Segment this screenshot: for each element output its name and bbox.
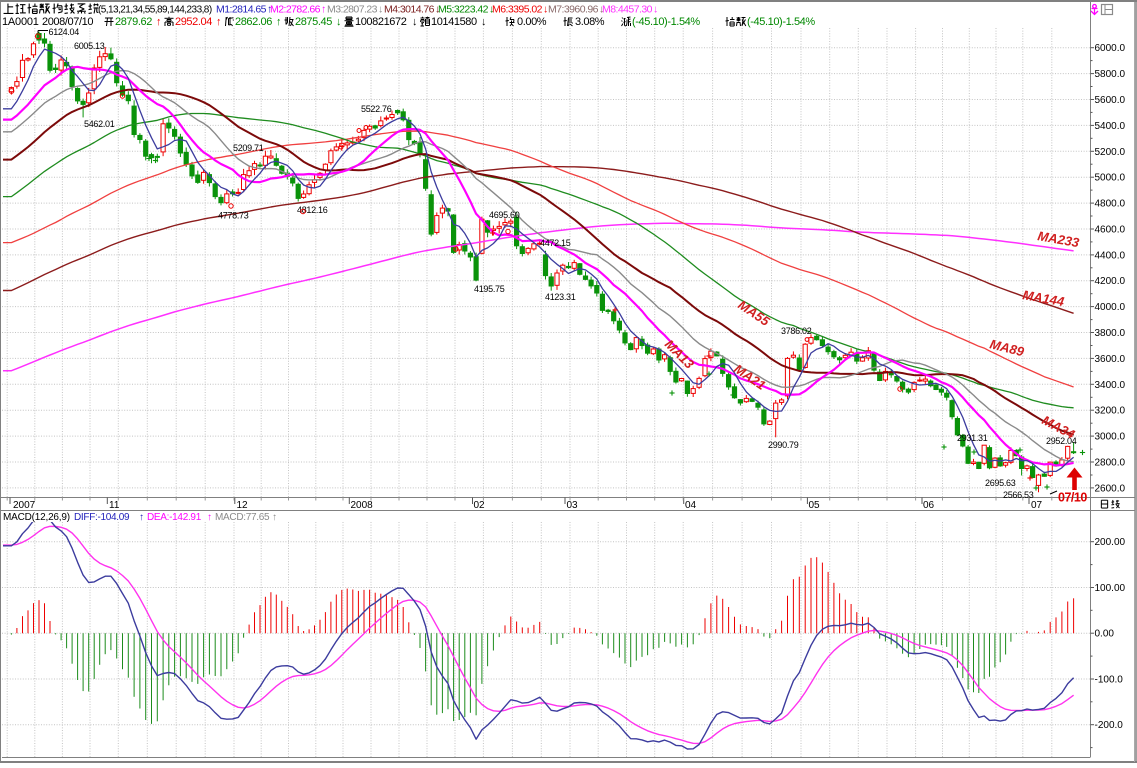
svg-text:6005.13: 6005.13 bbox=[74, 41, 105, 51]
svg-text:↓: ↓ bbox=[653, 4, 658, 16]
svg-text:6124.04: 6124.04 bbox=[49, 27, 80, 37]
svg-text:2800.0: 2800.0 bbox=[1095, 458, 1126, 469]
svg-text:11: 11 bbox=[109, 500, 120, 511]
svg-text:4778.73: 4778.73 bbox=[218, 211, 249, 221]
svg-text:↑: ↑ bbox=[272, 512, 277, 523]
svg-text:3600.0: 3600.0 bbox=[1095, 354, 1126, 365]
svg-text:↑: ↑ bbox=[276, 16, 282, 28]
svg-text:↓: ↓ bbox=[336, 16, 342, 28]
svg-text:5800.0: 5800.0 bbox=[1095, 69, 1126, 80]
svg-text:↓: ↓ bbox=[412, 16, 418, 28]
svg-text:02: 02 bbox=[474, 500, 486, 511]
svg-text:-100.0: -100.0 bbox=[1095, 675, 1124, 686]
svg-text:4200.0: 4200.0 bbox=[1095, 276, 1126, 287]
svg-text:3786.02: 3786.02 bbox=[781, 326, 812, 336]
svg-text:10141580: 10141580 bbox=[431, 16, 477, 28]
svg-text:3200.0: 3200.0 bbox=[1095, 406, 1126, 417]
svg-text:5600.0: 5600.0 bbox=[1095, 95, 1126, 106]
svg-text:3.08%: 3.08% bbox=[575, 16, 605, 28]
svg-text:6000.0: 6000.0 bbox=[1095, 43, 1126, 54]
svg-text:2879.62: 2879.62 bbox=[115, 16, 152, 28]
svg-text:↑: ↑ bbox=[139, 512, 144, 523]
svg-text:100.00: 100.00 bbox=[1095, 583, 1126, 594]
svg-text:↓: ↓ bbox=[378, 4, 383, 16]
svg-text:4000.0: 4000.0 bbox=[1095, 302, 1126, 313]
svg-text:2007: 2007 bbox=[13, 500, 36, 511]
svg-text:03: 03 bbox=[567, 500, 579, 511]
svg-text:2990.79: 2990.79 bbox=[768, 440, 799, 450]
svg-text:2875.45: 2875.45 bbox=[295, 16, 332, 28]
svg-text:3000.0: 3000.0 bbox=[1095, 432, 1126, 443]
svg-text:2566.53: 2566.53 bbox=[1003, 490, 1034, 500]
svg-text:04: 04 bbox=[685, 500, 697, 511]
svg-text:MACD:77.65: MACD:77.65 bbox=[215, 512, 270, 523]
svg-text:07/10: 07/10 bbox=[1058, 491, 1087, 505]
svg-text:2952.04: 2952.04 bbox=[175, 16, 212, 28]
svg-text:DIFF:-104.09: DIFF:-104.09 bbox=[74, 512, 130, 523]
svg-text:3800.0: 3800.0 bbox=[1095, 328, 1126, 339]
svg-text:12: 12 bbox=[237, 500, 249, 511]
svg-text:2600.0: 2600.0 bbox=[1095, 483, 1126, 494]
svg-text:(5,13,21,34,55,89,144,233,8): (5,13,21,34,55,89,144,233,8) bbox=[98, 5, 212, 16]
svg-text:0.00%: 0.00% bbox=[517, 16, 547, 28]
svg-text:M8:4457.30: M8:4457.30 bbox=[602, 4, 653, 16]
svg-text:2931.31: 2931.31 bbox=[957, 433, 988, 443]
svg-text:M2:2782.66: M2:2782.66 bbox=[270, 4, 321, 16]
svg-text:5200.0: 5200.0 bbox=[1095, 147, 1126, 158]
svg-text:4400.0: 4400.0 bbox=[1095, 250, 1126, 261]
svg-text:M6:3395.02: M6:3395.02 bbox=[492, 4, 543, 16]
svg-text:100821672: 100821672 bbox=[355, 16, 407, 28]
svg-text:4695.60: 4695.60 bbox=[489, 210, 520, 220]
svg-text:06: 06 bbox=[923, 500, 935, 511]
svg-text:3400.0: 3400.0 bbox=[1095, 380, 1126, 391]
svg-text:5000.0: 5000.0 bbox=[1095, 173, 1126, 184]
svg-text:4195.75: 4195.75 bbox=[474, 284, 505, 294]
svg-text:M7:3960.96: M7:3960.96 bbox=[548, 4, 599, 16]
svg-text:5522.76: 5522.76 bbox=[361, 104, 392, 114]
svg-text:DEA:-142.91: DEA:-142.91 bbox=[147, 512, 202, 523]
svg-text:2862.06: 2862.06 bbox=[235, 16, 272, 28]
svg-text:200.00: 200.00 bbox=[1095, 537, 1126, 548]
svg-text:05: 05 bbox=[809, 500, 821, 511]
svg-text:(-45.10)-1.54%: (-45.10)-1.54% bbox=[747, 16, 815, 28]
svg-text:4800.0: 4800.0 bbox=[1095, 199, 1126, 210]
svg-text:4600.0: 4600.0 bbox=[1095, 225, 1126, 236]
svg-text:↑: ↑ bbox=[207, 512, 212, 523]
svg-text:0.00: 0.00 bbox=[1095, 629, 1115, 640]
svg-text:↑: ↑ bbox=[216, 16, 222, 28]
svg-text:↑: ↑ bbox=[156, 16, 162, 28]
svg-text:(-45.10)-1.54%: (-45.10)-1.54% bbox=[632, 16, 700, 28]
svg-text:4472.15: 4472.15 bbox=[540, 238, 571, 248]
svg-text:4123.31: 4123.31 bbox=[545, 292, 576, 302]
svg-text:5462.01: 5462.01 bbox=[84, 119, 115, 129]
svg-text:2008: 2008 bbox=[351, 500, 374, 511]
svg-text:5209.71: 5209.71 bbox=[233, 143, 264, 153]
svg-text:↓: ↓ bbox=[481, 16, 487, 28]
svg-text:1A0001: 1A0001 bbox=[2, 16, 39, 28]
svg-text:M4:3014.76: M4:3014.76 bbox=[384, 4, 435, 16]
svg-text:M1:2814.65: M1:2814.65 bbox=[216, 4, 267, 16]
svg-text:5400.0: 5400.0 bbox=[1095, 121, 1126, 132]
svg-text:M3:2807.23: M3:2807.23 bbox=[327, 4, 378, 16]
svg-text:2695.63: 2695.63 bbox=[985, 478, 1016, 488]
svg-text:MACD(12,26,9): MACD(12,26,9) bbox=[3, 512, 70, 523]
svg-text:↑: ↑ bbox=[321, 4, 326, 16]
svg-text:-200.0: -200.0 bbox=[1095, 720, 1124, 731]
svg-text:M5:3223.42: M5:3223.42 bbox=[438, 4, 489, 16]
svg-text:07: 07 bbox=[1031, 500, 1043, 511]
